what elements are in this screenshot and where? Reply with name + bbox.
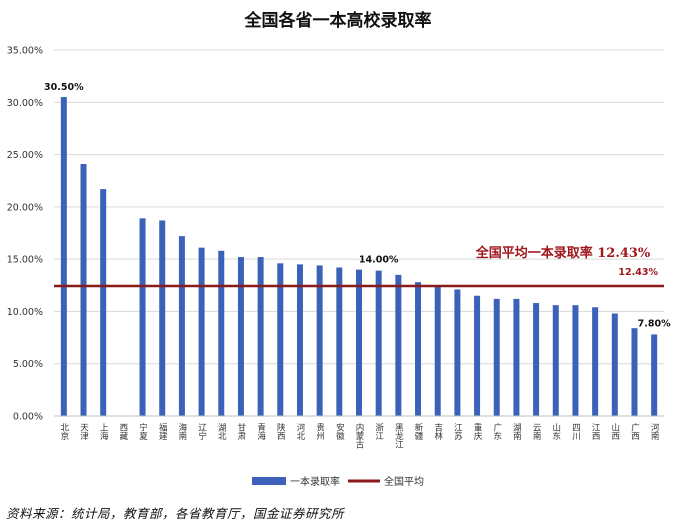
x-tick-label: 江苏 — [452, 423, 462, 441]
min-value-label: 7.80% — [638, 318, 671, 329]
x-tick-label: 辽宁 — [197, 423, 207, 440]
bar — [651, 334, 658, 416]
y-tick-label: 0.00% — [13, 412, 43, 423]
x-tick-label: 山东 — [551, 422, 561, 440]
gridlines — [54, 49, 664, 365]
x-tick-label: 青海 — [256, 422, 266, 441]
bar — [415, 282, 422, 416]
x-tick-label: 甘肃 — [236, 422, 246, 441]
average-title-label: 全国平均一本录取率 12.43% — [475, 245, 651, 261]
bar — [434, 286, 441, 416]
y-tick-label: 15.00% — [7, 255, 43, 266]
y-tick-label: 20.00% — [7, 202, 43, 213]
max-value-label: 30.50% — [44, 82, 84, 93]
mid-value-label: 14.00% — [359, 255, 399, 266]
x-tick-label: 新疆 — [413, 422, 423, 441]
x-tick-label: 安徽 — [334, 422, 344, 441]
bar — [631, 328, 638, 416]
x-tick-label: 江西 — [590, 423, 600, 441]
bar — [159, 220, 166, 416]
source-note: 资料来源：统计局，教育部，各省教育厅，国金证券研究所 — [6, 506, 345, 521]
bar — [336, 267, 343, 416]
average-value-label: 12.43% — [618, 267, 658, 278]
bar — [100, 189, 107, 416]
bars-group — [60, 97, 658, 417]
y-tick-label: 10.00% — [7, 307, 43, 318]
x-tick-label: 西藏 — [118, 423, 128, 441]
y-tick-label: 25.00% — [7, 150, 43, 161]
y-tick-label: 5.00% — [13, 359, 43, 370]
x-tick-label: 四川 — [570, 423, 580, 440]
legend: 一本录取率 全国平均 — [252, 475, 424, 488]
bar — [356, 269, 362, 416]
y-tick-label: 35.00% — [7, 46, 43, 57]
x-tick-label: 海南 — [177, 422, 187, 440]
legend-bar-label: 一本录取率 — [290, 475, 340, 488]
bar — [572, 305, 579, 416]
x-tick-label: 山西 — [610, 422, 620, 441]
bar — [277, 263, 284, 416]
x-tick-label: 重庆 — [472, 422, 482, 441]
x-tick-label: 上海 — [98, 423, 108, 441]
x-tick-label: 陕西 — [275, 422, 285, 441]
bar — [375, 270, 382, 416]
x-tick-label: 内蒙古 — [354, 422, 364, 449]
bar — [257, 257, 264, 416]
x-tick-label: 广西 — [629, 422, 639, 441]
bar — [493, 298, 500, 416]
x-tick-label: 福建 — [157, 422, 167, 441]
bar — [454, 289, 461, 416]
legend-bar-swatch — [252, 477, 286, 485]
x-tick-label: 湖南 — [511, 423, 521, 440]
y-axis-ticks: 0.00% 5.00% 10.00% 15.00% 20.00% 25.00% 30.00%… — [7, 46, 43, 423]
bar — [218, 250, 225, 416]
x-tick-label: 湖北 — [216, 423, 226, 441]
bar — [139, 218, 146, 416]
x-tick-label: 广东 — [492, 422, 502, 440]
x-axis-labels: 北京 天津 上海 西藏 宁夏 福建 海南 辽宁 湖北 甘肃 青海 陕西 河北 贵州 安徽 内蒙古 浙江 黑龙江 新疆… — [59, 422, 660, 449]
x-tick-label: 河北 — [295, 422, 305, 441]
bar — [611, 313, 618, 416]
bar — [296, 264, 303, 416]
bar — [552, 305, 559, 416]
bar — [533, 303, 540, 416]
bar — [592, 307, 599, 416]
bar — [178, 236, 185, 416]
x-tick-label: 浙江 — [374, 422, 384, 441]
bar — [237, 257, 244, 416]
x-tick-label: 宁夏 — [138, 422, 148, 440]
x-tick-label: 贵州 — [315, 422, 325, 440]
legend-line-label: 全国平均 — [384, 475, 424, 488]
bar — [198, 247, 205, 416]
chart-title: 全国各省一本高校录取率 — [244, 10, 432, 31]
bar — [513, 298, 520, 416]
bar — [80, 163, 87, 416]
bar — [395, 274, 402, 416]
x-tick-label: 河南 — [649, 422, 659, 440]
y-tick-label: 30.00% — [7, 98, 43, 109]
x-tick-label: 云南 — [531, 423, 541, 440]
bar — [316, 265, 323, 416]
x-tick-label: 黑龙江 — [393, 423, 403, 449]
bar — [474, 295, 481, 416]
x-tick-label: 天津 — [79, 423, 89, 441]
x-tick-label: 北京 — [59, 423, 69, 441]
bar — [60, 97, 67, 417]
x-tick-label: 吉林 — [433, 423, 443, 441]
